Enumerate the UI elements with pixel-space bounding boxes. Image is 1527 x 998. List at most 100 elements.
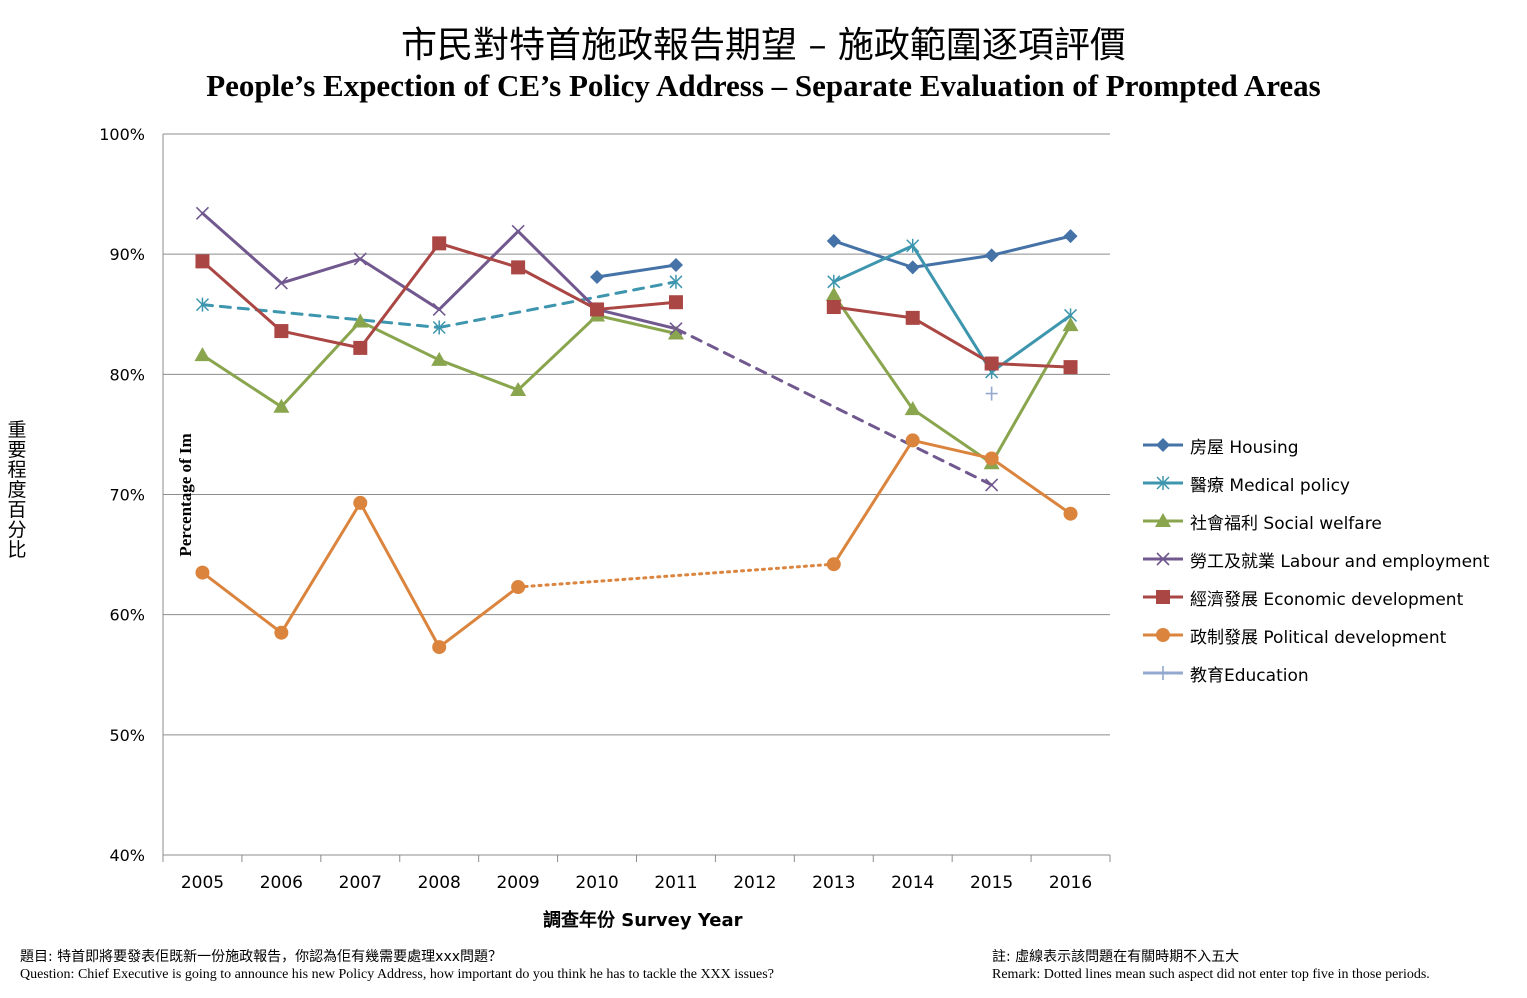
series-segment [990, 313, 1073, 374]
data-point [353, 252, 367, 266]
series-segment [279, 319, 362, 409]
data-point [511, 580, 526, 595]
series-segment [990, 234, 1073, 257]
series-segment [437, 585, 520, 649]
data-point [273, 398, 290, 413]
x-tick-label: 2015 [970, 873, 1013, 893]
legend-label: 政制發展 Political development [1190, 627, 1447, 648]
series-segment [990, 323, 1073, 465]
data-point [984, 248, 999, 263]
data-point [827, 274, 841, 289]
data-point [511, 260, 526, 275]
legend-item: 房屋 Housing [1142, 426, 1522, 464]
x-tick-label: 2005 [181, 873, 224, 893]
series-dotted-segment [516, 562, 836, 589]
series-segment [832, 244, 915, 284]
series-segment [358, 501, 441, 649]
data-point [826, 300, 841, 315]
series-segment [832, 239, 915, 269]
data-point [905, 260, 920, 275]
question-chinese: 題目: 特首即將要發表佢既新一份施政報告，你認為佢有幾需要處理xxx問題？ [20, 949, 503, 965]
x-tick-label: 2006 [260, 873, 303, 893]
legend-label: 經濟發展 Economic development [1190, 589, 1464, 610]
data-point [195, 297, 209, 312]
series-segment [437, 241, 520, 269]
data-point [905, 310, 920, 325]
data-point [985, 478, 999, 492]
data-point [194, 347, 211, 362]
y-axis-label-chinese: 重要程度百分比 [7, 419, 27, 561]
data-point [195, 565, 210, 580]
series-segment [279, 501, 362, 635]
y-tick-label: 70% [109, 486, 145, 505]
chart-legend: 房屋 Housing 醫療 Medical policy 社會福利 Social w… [1142, 426, 1522, 692]
data-point [825, 287, 842, 302]
data-point [985, 386, 998, 401]
data-point [826, 557, 841, 572]
series-dotted-segment [437, 280, 678, 329]
legend-label: 房屋 Housing [1190, 437, 1299, 458]
data-point [590, 269, 605, 284]
data-point [905, 433, 920, 448]
legend-item: 經濟發展 Economic development [1142, 578, 1522, 616]
data-point [1062, 317, 1079, 332]
data-point [984, 356, 999, 371]
legend-label: 社會福利 Social welfare [1190, 513, 1382, 534]
data-point [432, 302, 446, 317]
series-segment [911, 316, 994, 366]
data-point [431, 351, 448, 366]
series-segment [358, 241, 441, 350]
legend-swatch [1143, 552, 1183, 566]
data-point [432, 236, 447, 251]
series-segment [358, 319, 441, 362]
series-segment [911, 244, 994, 374]
x-tick-label: 2010 [575, 873, 618, 893]
series-segment [516, 265, 599, 311]
chart-title-english: People’s Expection of CE’s Policy Addres… [206, 68, 1321, 103]
series-segment [200, 259, 283, 333]
series-segment [516, 229, 599, 311]
data-point [510, 381, 527, 396]
y-tick-label: 80% [109, 365, 145, 384]
x-tick-label: 2008 [418, 873, 461, 893]
series-segment [595, 307, 678, 331]
data-point [352, 313, 369, 328]
data-point [668, 257, 683, 272]
legend-label: 醫療 Medical policy [1190, 475, 1350, 496]
series-segment [200, 211, 283, 285]
series-dotted-segment [200, 303, 441, 329]
data-point [1063, 229, 1078, 244]
data-point [195, 206, 210, 220]
series-segment [437, 358, 520, 392]
legend-item: 醫療 Medical policy [1142, 464, 1522, 502]
remark-chinese: 註: 虛線表示該問題在有關時期不入五大 [992, 949, 1240, 965]
data-point [432, 640, 447, 655]
series-lines [200, 211, 1073, 649]
chart-title-chinese: 市民對特首施政報告期望 – 施政範圍逐項評價 [401, 25, 1126, 66]
data-point [904, 401, 921, 416]
data-point [274, 625, 289, 640]
series-segment [832, 293, 915, 411]
legend-swatch [1143, 476, 1183, 490]
legend-swatch [1143, 628, 1183, 642]
legend-item: 政制發展 Political development [1142, 616, 1522, 654]
legend-label: 勞工及就業 Labour and employment [1190, 551, 1490, 572]
question-english: Question: Chief Executive is going to an… [20, 967, 774, 982]
x-tick-label: 2009 [496, 873, 539, 893]
legend-item: 社會福利 Social welfare [1142, 502, 1522, 540]
data-point [274, 324, 289, 339]
series-dotted-segment [674, 327, 994, 487]
data-point [432, 320, 446, 335]
data-point [195, 254, 210, 269]
data-point [1063, 506, 1078, 521]
series-segment [279, 329, 362, 350]
data-point [906, 238, 920, 253]
series-segment [200, 353, 283, 409]
x-tick-label: 2016 [1049, 873, 1092, 893]
series-segment [595, 263, 678, 279]
legend-item: 教育Education [1142, 654, 1522, 692]
legend-swatch [1143, 513, 1183, 527]
series-segment [832, 305, 915, 320]
x-tick-label: 2011 [654, 873, 697, 893]
axes: 40% 50% 60% 70% 80% 90% 100% 2005 2006 2007 2008 20… [99, 125, 1111, 893]
